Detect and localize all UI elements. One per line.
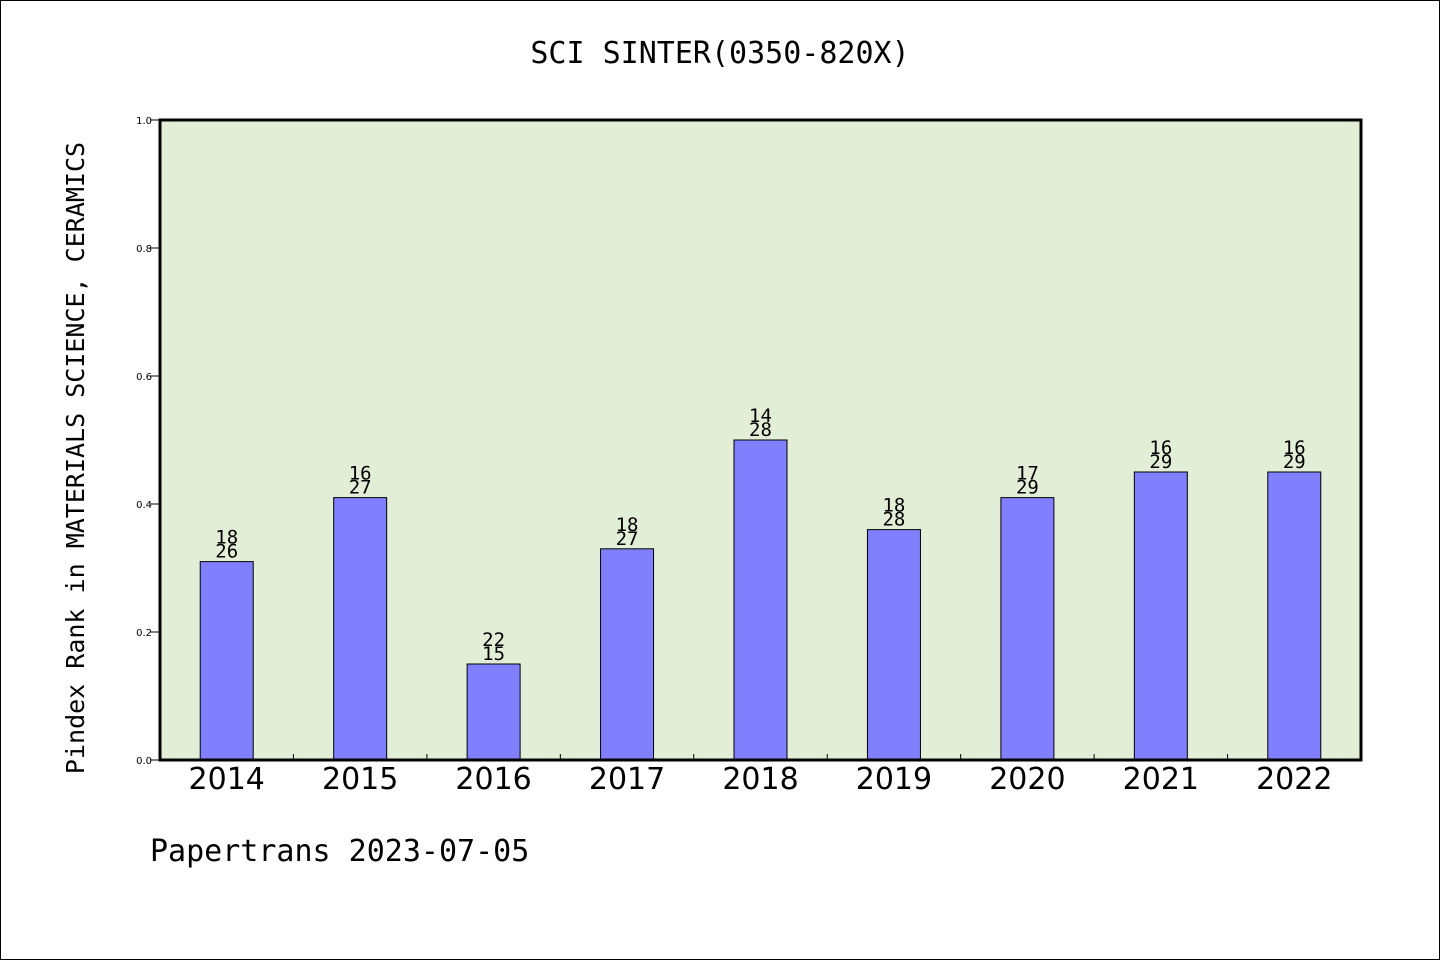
- bar-rank-label: 16: [1283, 437, 1306, 459]
- bar-total-label: 27: [616, 528, 639, 550]
- bar-rank-label: 18: [215, 527, 238, 549]
- bar: [866, 529, 921, 761]
- bars-group: [199, 439, 1322, 761]
- bar-total-label: 15: [482, 643, 505, 665]
- y-tick-label: 0.0: [136, 756, 152, 767]
- x-tick-label: 2020: [989, 762, 1065, 797]
- bar: [1133, 471, 1188, 761]
- bar: [1267, 471, 1322, 761]
- y-axis-label: Pindex Rank in MATERIALS SCIENCE, CERAMI…: [61, 142, 90, 774]
- bar-rank-label: 18: [616, 514, 639, 536]
- x-tick-label: 2018: [722, 762, 798, 797]
- bar: [1000, 497, 1055, 761]
- bar-total-label: 29: [1149, 451, 1172, 473]
- y-axis: 0.0 0.2 0.4 0.6 0.8 1.0: [136, 116, 160, 767]
- x-axis: 2014 2015 2016 2017 2018 2019 2020 2021 2022: [189, 754, 1332, 797]
- y-tick-label: 0.2: [136, 628, 152, 639]
- x-tick-label: 2016: [455, 762, 531, 797]
- bar-rank-label: 18: [882, 495, 905, 517]
- y-tick-label: 0.8: [136, 244, 152, 255]
- bar-total-label: 28: [749, 419, 772, 441]
- x-tick-label: 2015: [322, 762, 398, 797]
- bar: [600, 548, 655, 761]
- bar: [199, 561, 254, 761]
- bar: [333, 497, 388, 761]
- x-tick-label: 2021: [1123, 762, 1199, 797]
- chart-title: SCI SINTER(0350-820X): [530, 36, 910, 71]
- plot-border: [158, 118, 1363, 762]
- bar-rank-label: 14: [749, 405, 772, 427]
- x-tick-label: 2014: [189, 762, 265, 797]
- bar-rank-label: 16: [1149, 437, 1172, 459]
- x-tick-label: 2022: [1256, 762, 1332, 797]
- bar-total-label: 27: [349, 477, 372, 499]
- y-tick-label: 0.6: [136, 372, 152, 383]
- footer-credit: Papertrans 2023-07-05: [150, 834, 530, 869]
- bar-rank-label: 22: [482, 629, 505, 651]
- x-tick-label: 2017: [589, 762, 665, 797]
- y-tick-label: 1.0: [136, 116, 152, 127]
- bar-total-label: 26: [215, 541, 238, 563]
- bar-total-label: 29: [1283, 451, 1306, 473]
- bar: [466, 663, 521, 761]
- bar-total-label: 29: [1016, 477, 1039, 499]
- x-tick-label: 2019: [856, 762, 932, 797]
- y-tick-label: 0.4: [136, 500, 152, 511]
- bar-total-label: 28: [882, 509, 905, 531]
- bar: [733, 439, 788, 761]
- bar-rank-label: 16: [349, 463, 372, 485]
- bar-rank-label: 17: [1016, 463, 1039, 485]
